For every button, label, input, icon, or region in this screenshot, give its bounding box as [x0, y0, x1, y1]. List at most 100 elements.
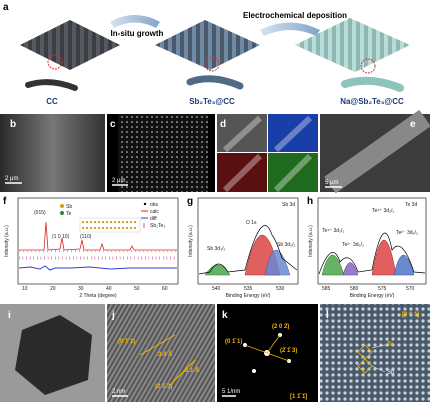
scale-text: 2 μm: [5, 176, 18, 182]
legend-label: diff: [150, 216, 157, 222]
peak-label: Sb 3d₅/₂: [277, 242, 295, 248]
legend-label: Sb₂Te₃: [150, 223, 165, 229]
legend-label: obs: [150, 202, 159, 208]
panel-c: c 2 μm: [107, 114, 215, 192]
x-axis-label: Binding Energy (eV): [226, 293, 271, 299]
map-red: [217, 153, 267, 192]
map-gray: [217, 114, 267, 152]
spectrum: [318, 232, 426, 275]
spacing-label: 3.4 Å: [158, 351, 173, 358]
crystal-structure: [79, 217, 141, 233]
x-tick: 10: [22, 286, 28, 292]
panel-a: a In-situ growth Electrochemical deposit…: [3, 2, 410, 106]
sem-image: [0, 114, 105, 192]
spectrum: [198, 225, 298, 275]
arrow-label: In-situ growth: [111, 29, 164, 38]
haadf-image: [320, 304, 430, 402]
y-axis-label: Intensity (a.u.): [4, 225, 10, 257]
panel-g: g Sb 3d O 1s Sb 3d₃/₂ Sb 3d₅/₂ Intensity…: [187, 196, 299, 299]
atom-label: Te: [387, 342, 394, 348]
plot-title: Sb 3d: [282, 202, 295, 208]
plot-title: Te 3d: [405, 202, 417, 208]
sample-label: Sb₂Te₃@CC: [189, 97, 235, 106]
arrow-label: Electrochemical deposition: [243, 11, 347, 20]
x-tick: 570: [406, 286, 415, 292]
plane-label: (0 1̄ 1): [118, 339, 135, 345]
pointer: [371, 344, 386, 349]
zone-label: [0 0 1]: [402, 312, 419, 318]
panel-e: e 5 μm: [320, 109, 430, 194]
x-tick: 535: [244, 286, 253, 292]
arrow: [110, 15, 160, 28]
x-tick: 20: [50, 286, 56, 292]
arrow: [260, 22, 320, 36]
sample-label: Na@Sb₂Te₃@CC: [340, 97, 404, 106]
hrtem-image: [107, 304, 215, 402]
x-tick: 585: [322, 286, 331, 292]
panel-label: c: [110, 119, 116, 130]
eds-map: [118, 114, 208, 192]
x-tick: 40: [106, 286, 112, 292]
fiber: [25, 79, 78, 91]
fabric-na: [295, 18, 410, 72]
x-tick: 580: [350, 286, 359, 292]
sample-label: CC: [46, 97, 58, 106]
peak-label: Te²⁻ 3d₅/₂: [396, 230, 418, 236]
panel-label: g: [187, 196, 193, 207]
peak-label: (1 0 10): [52, 234, 70, 240]
pointer: [371, 365, 386, 373]
calc-curve: [19, 221, 177, 251]
x-tick: 50: [134, 286, 140, 292]
panel-label: i: [8, 310, 11, 321]
panel-k: k (2 0 2̄) (0 1̄ 1) (2̄ 1̄ 3) [1 1̄ 1̄] …: [217, 304, 318, 402]
fiber: [341, 76, 404, 92]
scale-text: 2 μm: [112, 178, 125, 184]
fabric-sb2te3: [155, 20, 260, 70]
zoom-circle: [204, 56, 220, 72]
x-tick: 530: [276, 286, 285, 292]
plane-label: (2̄ 1̄ 3): [280, 348, 297, 354]
particle: [15, 315, 92, 395]
atom-te: [60, 211, 64, 215]
fringe-line: [169, 359, 196, 386]
fiber-trace: [222, 115, 313, 193]
x-tick: 540: [212, 286, 221, 292]
panel-label: e: [410, 119, 416, 130]
panel-label: b: [10, 119, 16, 130]
panel-label: h: [307, 196, 313, 207]
peak-fit: [204, 264, 231, 276]
fabric-cc: [20, 20, 120, 70]
atom-label: Sb: [66, 204, 72, 210]
panel-f: f Intensity (a.u.) 2 Theta (degree) 10 2…: [3, 196, 179, 299]
panel-j: j (0 1̄ 1) (2 1̄ 3) 3.4 Å 2.1 Å 2 nm: [107, 304, 215, 402]
legend-obs: [143, 202, 147, 206]
panel-l: l [0 0 1] Te Sb: [320, 304, 430, 402]
panel-label: d: [220, 119, 226, 130]
peak-label: O 1s: [246, 220, 257, 226]
peak-label: Te⁴⁺ 3d₃/₂: [322, 228, 344, 234]
panel-label: j: [111, 310, 115, 321]
panel-d: d: [217, 114, 318, 193]
atom-label: Te: [66, 211, 72, 217]
peak-fit: [264, 250, 291, 276]
x-axis-label: Binding Energy (eV): [350, 293, 395, 299]
plane-label: (0 1̄ 1): [225, 339, 242, 345]
panel-label: a: [3, 2, 9, 13]
diffraction-spot: [252, 369, 256, 373]
panel-h: h Te 3d Te⁴⁺ 3d₃/₂ Te²⁻ 3d₃/₂ Te⁴⁺ 3d₅/₂…: [307, 196, 427, 299]
peak-label: Te⁴⁺ 3d₅/₂: [372, 208, 394, 214]
scale-text: 2 nm: [112, 389, 125, 395]
x-tick: 60: [162, 286, 168, 292]
x-axis-label: 2 Theta (degree): [79, 293, 116, 299]
peak-label: (110): [80, 234, 92, 240]
scale-text: 5 1/nm: [222, 389, 240, 395]
y-axis-label: Intensity (a.u.): [188, 225, 194, 257]
x-tick: 575: [378, 286, 387, 292]
x-tick: 30: [78, 286, 84, 292]
panel-label: f: [3, 196, 7, 207]
plane-label: (2 1̄ 3): [155, 384, 172, 390]
zoom-circle: [360, 58, 376, 74]
panel-b: b 2 μm: [0, 114, 105, 192]
panel-i: i: [0, 304, 105, 402]
